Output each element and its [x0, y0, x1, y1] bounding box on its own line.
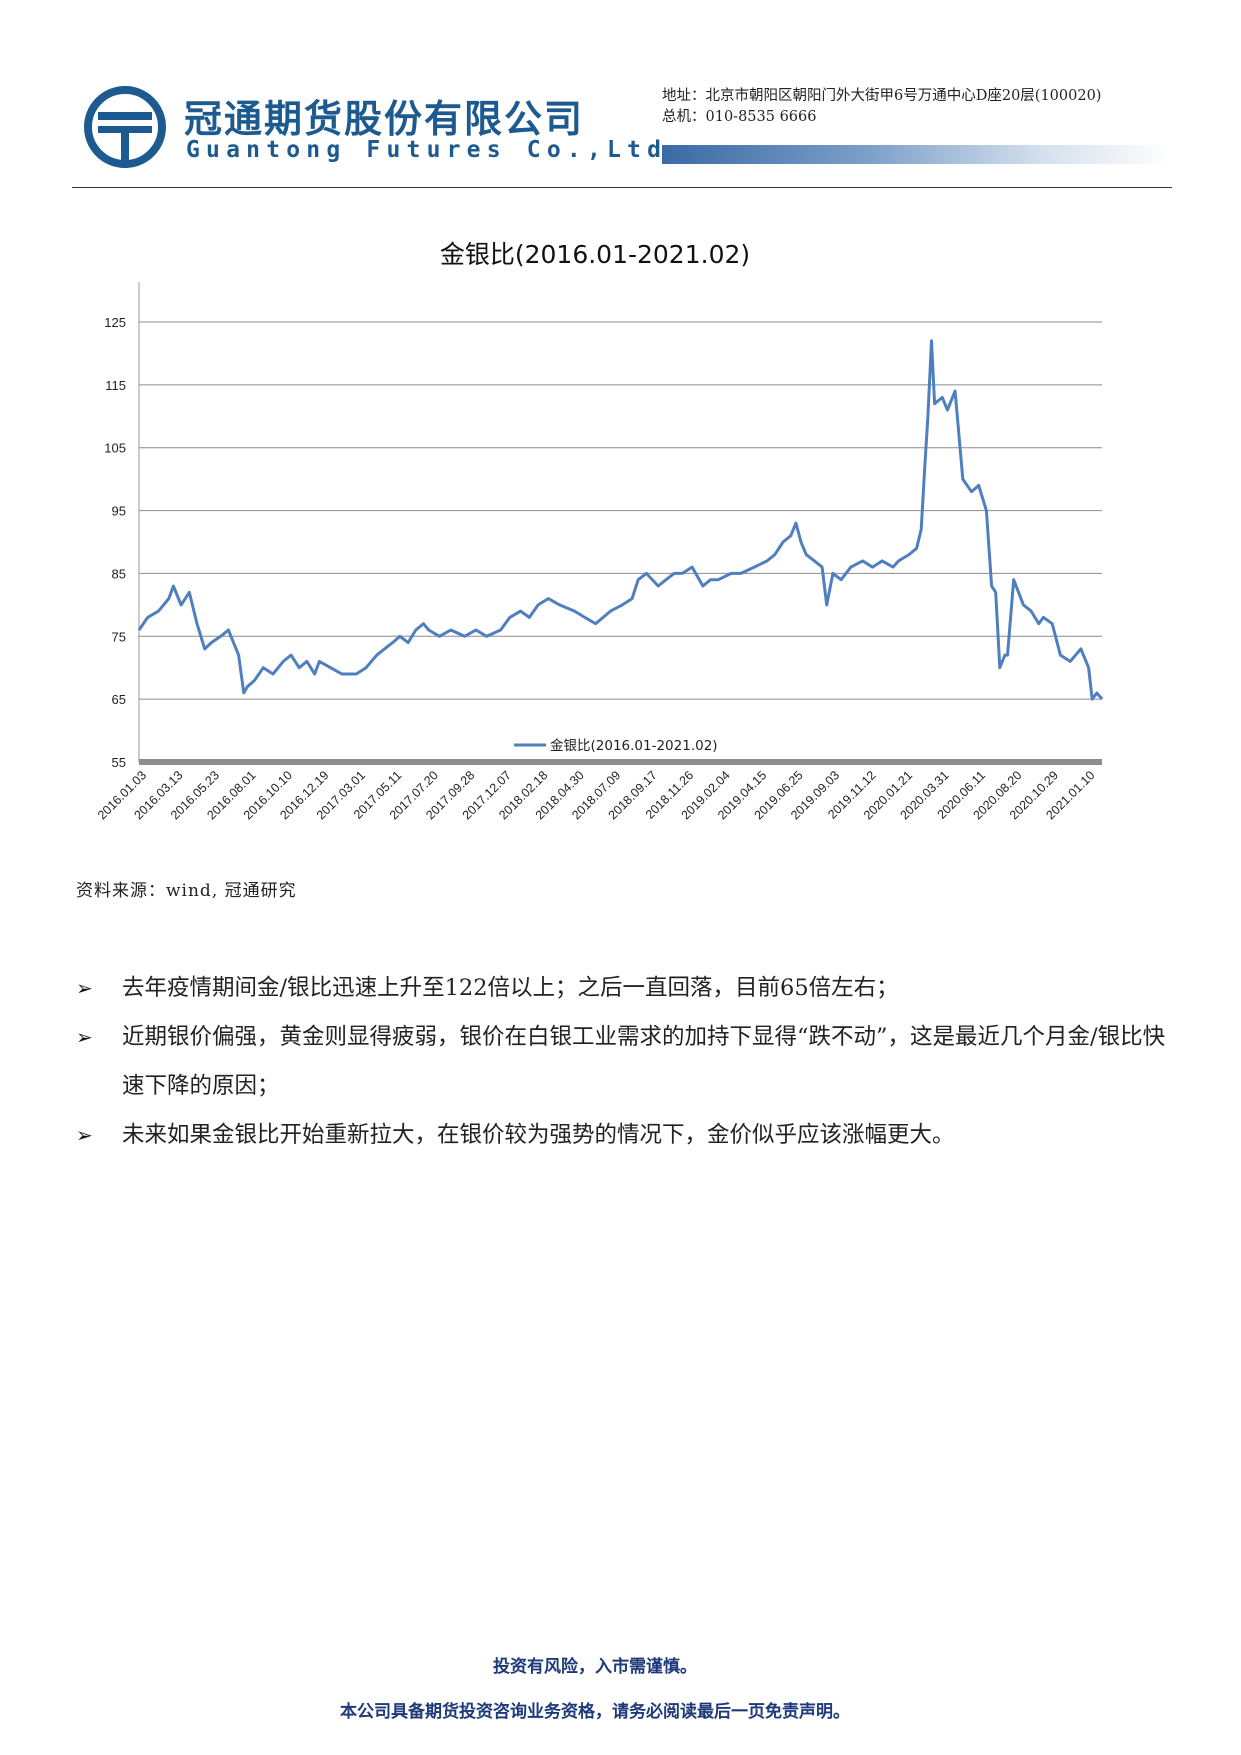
y-tick-label: 105: [104, 441, 126, 456]
y-tick-label: 55: [112, 755, 126, 770]
legend-label: 金银比(2016.01-2021.02): [550, 738, 718, 754]
chart-title: 金银比(2016.01-2021.02): [439, 240, 751, 269]
risk-warning: 投资有风险，入市需谨慎。: [493, 1657, 697, 1677]
y-tick-label: 115: [105, 378, 126, 393]
y-tick-label: 125: [104, 315, 126, 330]
y-tick-label: 95: [112, 504, 126, 519]
bullet-item: ➢ 近期银价偏强，黄金则显得疲弱，银价在白银工业需求的加持下显得“跌不动”，这是…: [76, 1013, 1176, 1111]
bullet-text: 近期银价偏强，黄金则显得疲弱，银价在白银工业需求的加持下显得“跌不动”，这是最近…: [122, 1024, 1166, 1099]
company-name-cn: 冠通期货股份有限公司: [184, 97, 585, 141]
header-gradient-bar: [662, 145, 1172, 164]
phone-line: 总机：010-8535 6666: [662, 109, 817, 125]
gold-silver-ratio-chart: 12511510595857565552016.01.032016.03.132…: [95, 282, 1104, 822]
bullet-text: 去年疫情期间金/银比迅速上升至122倍以上；之后一直回落，目前65倍左右；: [122, 975, 899, 1001]
company-name-en: Guantong Futures Co.,Ltd: [186, 137, 668, 163]
arrow-bullet-icon: ➢: [76, 976, 93, 1000]
arrow-bullet-icon: ➢: [76, 1123, 93, 1147]
data-source: 资料来源：wind, 冠通研究: [76, 881, 297, 901]
disclaimer-notice: 本公司具备期货投资咨询业务资格，请务必阅读最后一页免责声明。: [340, 1702, 850, 1722]
bullet-text: 未来如果金银比开始重新拉大，在银价较为强势的情况下，金价似乎应该涨幅更大。: [122, 1122, 955, 1148]
bullet-item: ➢ 未来如果金银比开始重新拉大，在银价较为强势的情况下，金价似乎应该涨幅更大。: [76, 1111, 1176, 1160]
address-line: 地址：北京市朝阳区朝阳门外大街甲6号万通中心D座20层(100020): [662, 88, 1102, 104]
y-tick-label: 65: [112, 692, 126, 707]
bullet-list: ➢ 去年疫情期间金/银比迅速上升至122倍以上；之后一直回落，目前65倍左右； …: [76, 964, 1176, 1160]
header-divider: [72, 187, 1172, 188]
arrow-bullet-icon: ➢: [76, 1025, 93, 1049]
series-line-gold-silver-ratio: [137, 339, 1104, 701]
company-logo-icon: [84, 86, 166, 168]
y-tick-label: 75: [112, 629, 126, 644]
y-tick-label: 85: [112, 566, 126, 581]
bullet-item: ➢ 去年疫情期间金/银比迅速上升至122倍以上；之后一直回落，目前65倍左右；: [76, 964, 1176, 1013]
contact-info: 地址：北京市朝阳区朝阳门外大街甲6号万通中心D座20层(100020) 总机：0…: [662, 86, 1101, 128]
